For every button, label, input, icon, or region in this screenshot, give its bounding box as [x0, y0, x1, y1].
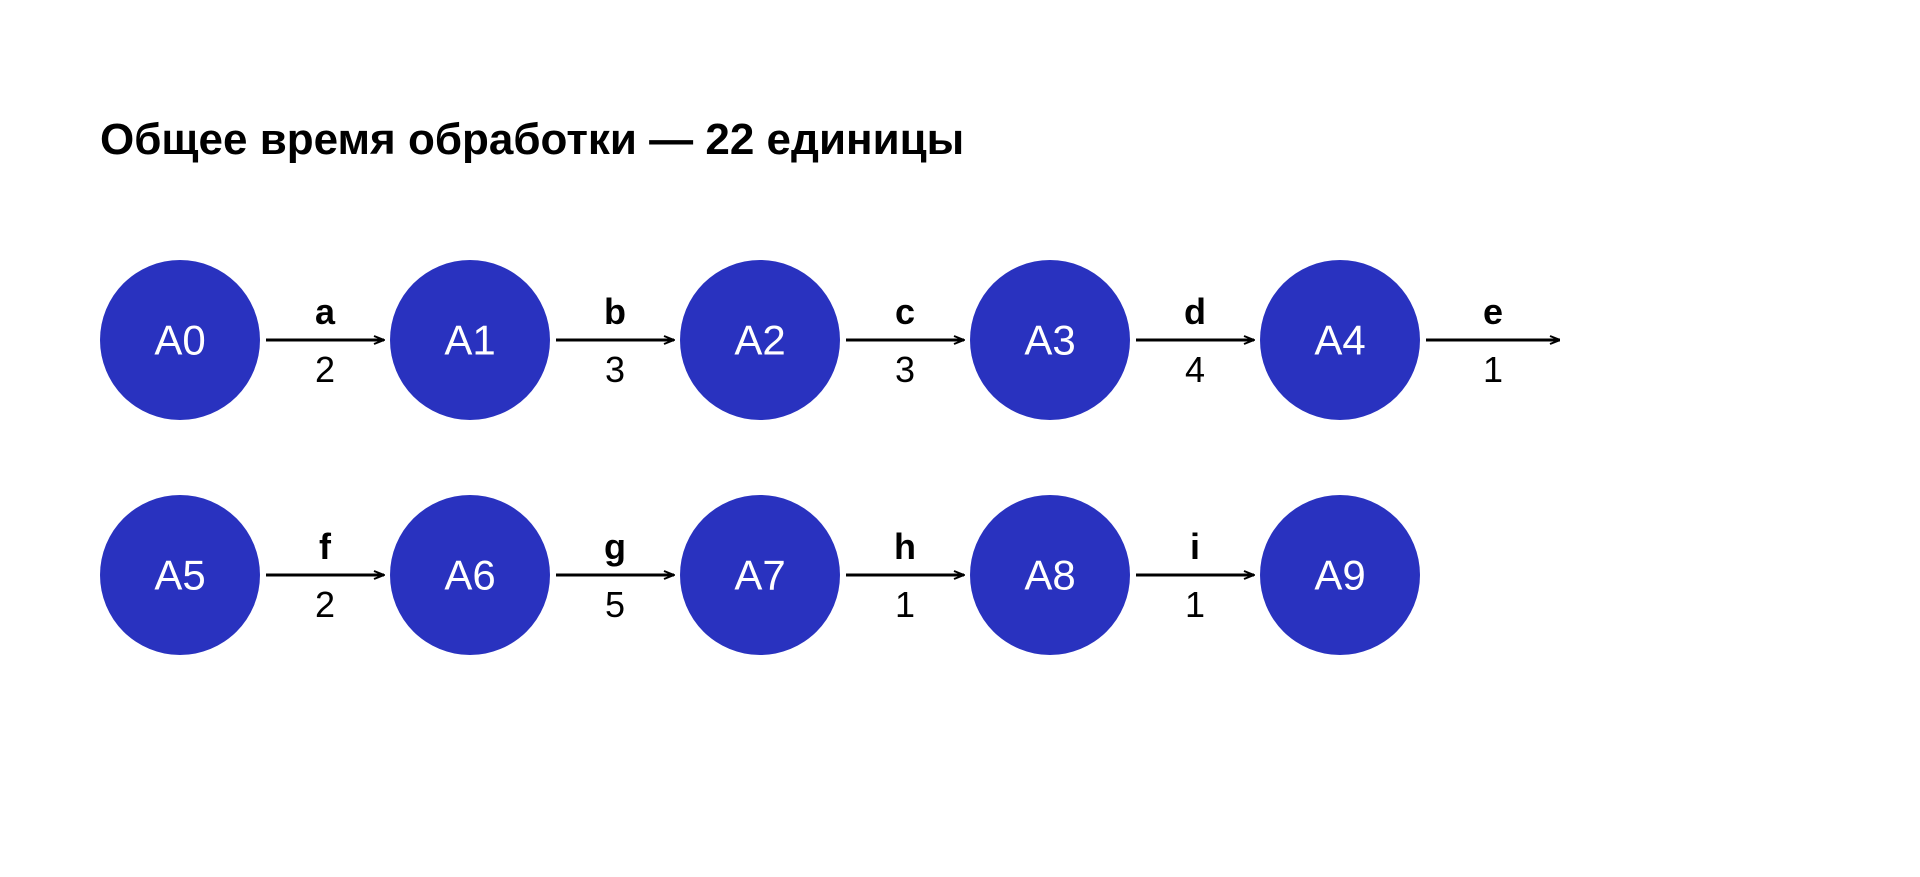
node-label-A5: A5	[154, 552, 205, 599]
edge-weight-a: 2	[315, 349, 335, 390]
edge-label-i: i	[1190, 526, 1200, 567]
node-A5: A5	[100, 495, 260, 655]
node-label-A6: A6	[444, 552, 495, 599]
edge-label-a: a	[315, 291, 336, 332]
edge-weight-d: 4	[1185, 349, 1205, 390]
node-label-A2: A2	[734, 317, 785, 364]
node-A7: A7	[680, 495, 840, 655]
node-A6: A6	[390, 495, 550, 655]
node-A3: A3	[970, 260, 1130, 420]
node-A2: A2	[680, 260, 840, 420]
node-label-A1: A1	[444, 317, 495, 364]
edge-label-c: c	[895, 291, 915, 332]
node-label-A4: A4	[1314, 317, 1365, 364]
node-label-A9: A9	[1314, 552, 1365, 599]
edge-weight-i: 1	[1185, 584, 1205, 625]
edge-label-b: b	[604, 291, 626, 332]
node-A1: A1	[390, 260, 550, 420]
node-label-A7: A7	[734, 552, 785, 599]
node-label-A0: A0	[154, 317, 205, 364]
node-label-A3: A3	[1024, 317, 1075, 364]
edge-label-e: e	[1483, 291, 1503, 332]
node-A0: A0	[100, 260, 260, 420]
edge-weight-f: 2	[315, 584, 335, 625]
edge-weight-e: 1	[1483, 349, 1503, 390]
edge-label-d: d	[1184, 291, 1206, 332]
edge-weight-h: 1	[895, 584, 915, 625]
edge-label-g: g	[604, 526, 626, 567]
node-A4: A4	[1260, 260, 1420, 420]
diagram-title: Общее время обработки — 22 единицы	[100, 115, 964, 165]
node-A8: A8	[970, 495, 1130, 655]
edge-label-f: f	[319, 526, 332, 567]
node-label-A8: A8	[1024, 552, 1075, 599]
nodes-group: A0 A1 A2 A3 A4 A5 A6 A7 A8 A9	[100, 260, 1420, 655]
flow-diagram: a 2 b 3 c 3 d 4 e 1 f 2 g 5 h 1 i 1 A0 A1 A2 A3 A4 A5 A6 A7 A8 A9	[100, 240, 1560, 720]
edge-weight-b: 3	[605, 349, 625, 390]
edge-weight-g: 5	[605, 584, 625, 625]
edge-weight-c: 3	[895, 349, 915, 390]
node-A9: A9	[1260, 495, 1420, 655]
edge-label-h: h	[894, 526, 916, 567]
